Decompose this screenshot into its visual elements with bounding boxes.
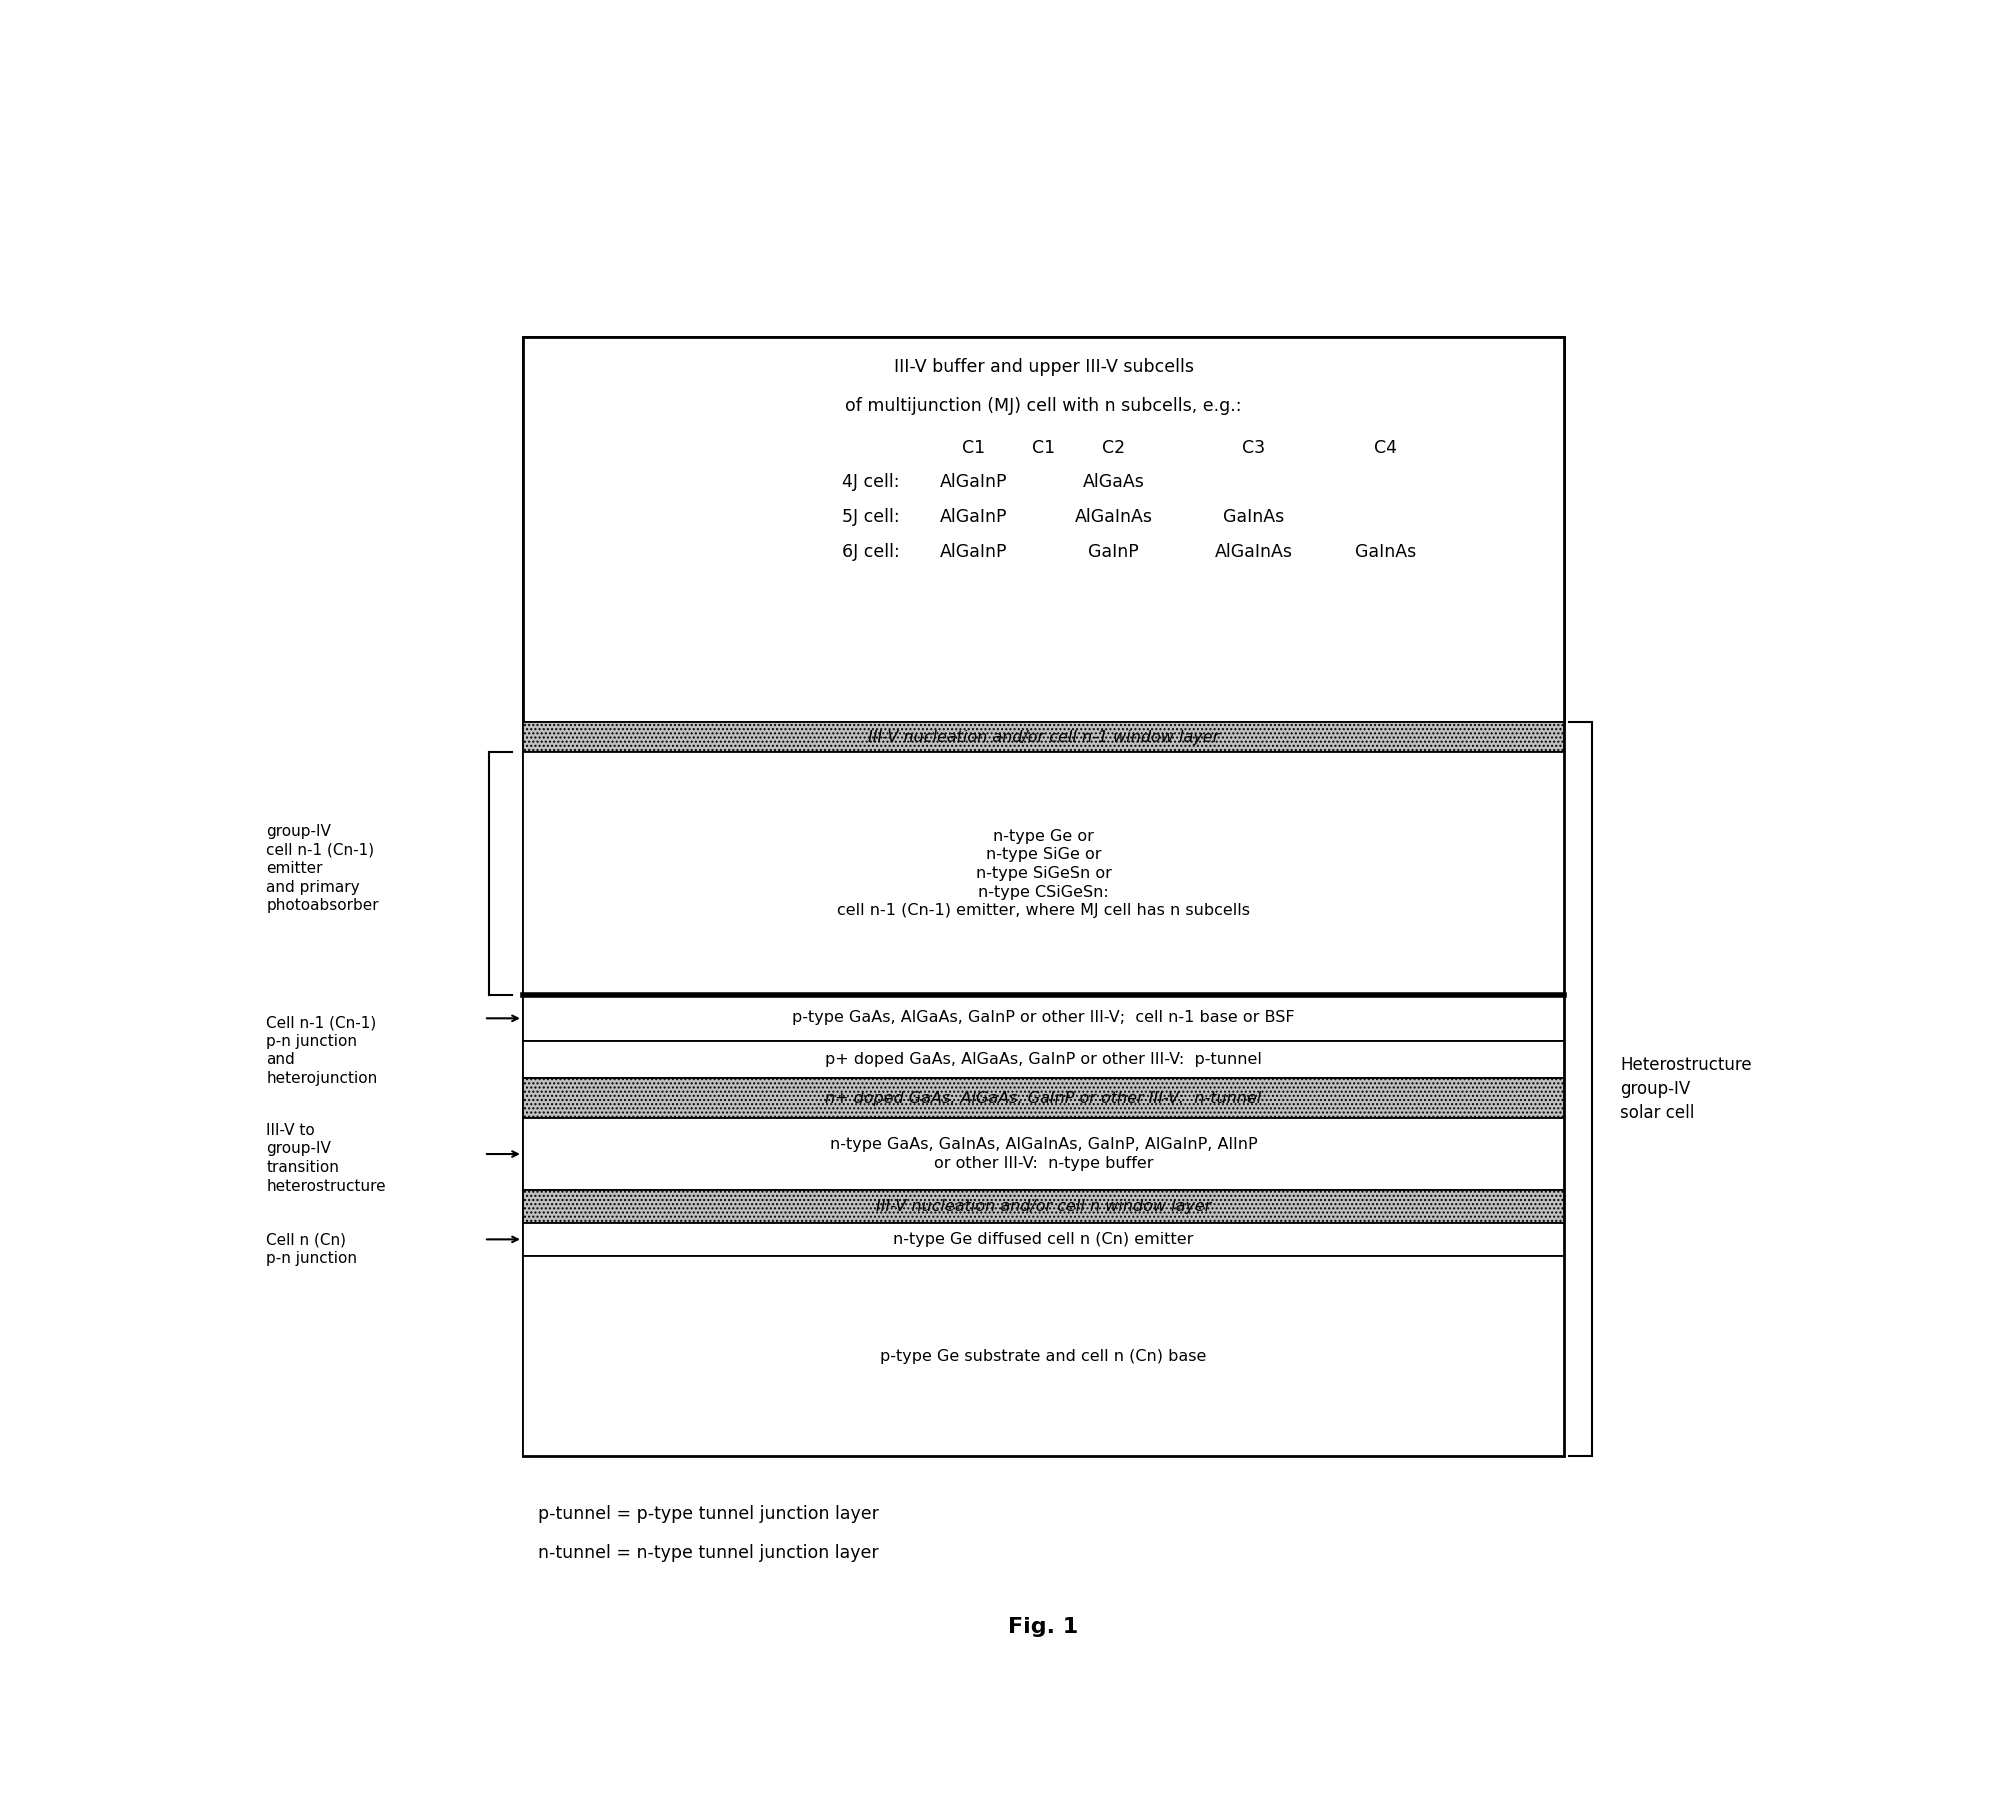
- Bar: [523, 752, 1564, 994]
- Text: AlGaInAs: AlGaInAs: [1213, 543, 1291, 561]
- Text: AlGaInP: AlGaInP: [940, 472, 1007, 491]
- Text: n-type Ge or
n-type SiGe or
n-type SiGeSn or
n-type CSiGeSn:
cell n-1 (Cn-1) emi: n-type Ge or n-type SiGe or n-type SiGeS…: [836, 829, 1249, 918]
- Text: n+ doped GaAs, AlGaAs, GaInP or other III-V:  n-tunnel: n+ doped GaAs, AlGaAs, GaInP or other II…: [826, 1090, 1261, 1105]
- Text: n-type Ge diffused cell n (Cn) emitter: n-type Ge diffused cell n (Cn) emitter: [892, 1232, 1193, 1246]
- Text: III-V to
group-IV
transition
heterostructure: III-V to group-IV transition heterostruc…: [267, 1123, 385, 1194]
- Text: n-tunnel = n-type tunnel junction layer: n-tunnel = n-type tunnel junction layer: [537, 1544, 878, 1563]
- Text: III-V buffer and upper III-V subcells: III-V buffer and upper III-V subcells: [892, 358, 1193, 376]
- Bar: [523, 1117, 1564, 1190]
- Text: C1: C1: [1031, 440, 1055, 458]
- Text: 5J cell:: 5J cell:: [842, 507, 898, 525]
- Text: GaInAs: GaInAs: [1353, 543, 1416, 561]
- Bar: [523, 1223, 1564, 1256]
- Text: p-type GaAs, AlGaAs, GaInP or other III-V;  cell n-1 base or BSF: p-type GaAs, AlGaAs, GaInP or other III-…: [792, 1010, 1295, 1025]
- Text: of multijunction (MJ) cell with n subcells, e.g.:: of multijunction (MJ) cell with n subcel…: [844, 398, 1241, 414]
- Bar: [523, 1041, 1564, 1079]
- Text: C2: C2: [1101, 440, 1125, 458]
- Text: p+ doped GaAs, AlGaAs, GaInP or other III-V:  p-tunnel: p+ doped GaAs, AlGaAs, GaInP or other II…: [824, 1052, 1261, 1067]
- Text: GaInAs: GaInAs: [1223, 507, 1283, 525]
- Text: Cell n (Cn)
p-n junction: Cell n (Cn) p-n junction: [267, 1232, 357, 1266]
- Text: AlGaInAs: AlGaInAs: [1075, 507, 1153, 525]
- Text: AlGaInP: AlGaInP: [940, 507, 1007, 525]
- Text: C4: C4: [1373, 440, 1395, 458]
- Text: Heterostructure
group-IV
solar cell: Heterostructure group-IV solar cell: [1620, 1056, 1750, 1121]
- Bar: [523, 1079, 1564, 1117]
- Text: III-V nucleation and/or cell n window layer: III-V nucleation and/or cell n window la…: [876, 1199, 1211, 1214]
- Text: III-V nucleation and/or cell n-1 window layer: III-V nucleation and/or cell n-1 window …: [868, 730, 1219, 745]
- Text: p-tunnel = p-type tunnel junction layer: p-tunnel = p-type tunnel junction layer: [537, 1504, 878, 1523]
- Text: AlGaAs: AlGaAs: [1083, 472, 1145, 491]
- Bar: [523, 721, 1564, 752]
- Bar: [523, 336, 1564, 1455]
- Text: C1: C1: [962, 440, 984, 458]
- Bar: [523, 336, 1564, 721]
- Text: Fig. 1: Fig. 1: [1009, 1617, 1079, 1637]
- Bar: [523, 994, 1564, 1041]
- Bar: [523, 1256, 1564, 1455]
- Text: AlGaInP: AlGaInP: [940, 543, 1007, 561]
- Text: p-type Ge substrate and cell n (Cn) base: p-type Ge substrate and cell n (Cn) base: [880, 1348, 1207, 1365]
- Text: C3: C3: [1241, 440, 1265, 458]
- Text: 6J cell:: 6J cell:: [842, 543, 898, 561]
- Text: GaInP: GaInP: [1087, 543, 1139, 561]
- Text: group-IV
cell n-1 (Cn-1)
emitter
and primary
photoabsorber: group-IV cell n-1 (Cn-1) emitter and pri…: [267, 823, 379, 914]
- Text: 4J cell:: 4J cell:: [842, 472, 898, 491]
- Text: Cell n-1 (Cn-1)
p-n junction
and
heterojunction: Cell n-1 (Cn-1) p-n junction and heteroj…: [267, 1016, 377, 1087]
- Bar: [523, 1190, 1564, 1223]
- Text: n-type GaAs, GaInAs, AlGaInAs, GaInP, AlGaInP, AlInP
or other III-V:  n-type buf: n-type GaAs, GaInAs, AlGaInAs, GaInP, Al…: [830, 1137, 1257, 1170]
